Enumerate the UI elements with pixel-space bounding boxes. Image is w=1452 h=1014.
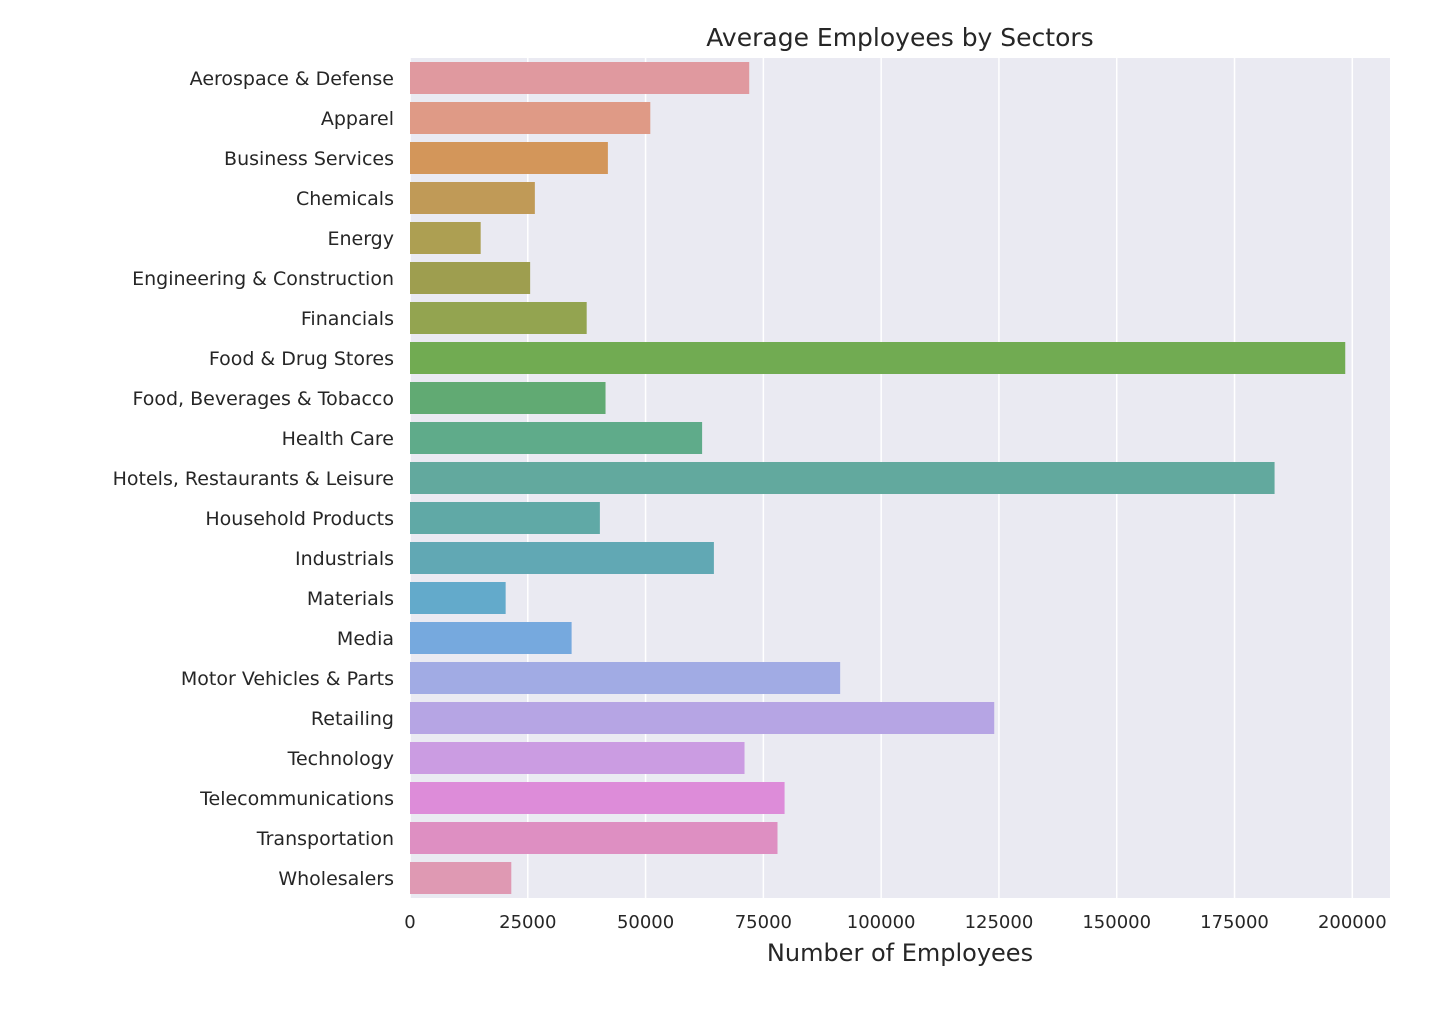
bar [410, 542, 714, 574]
category-label: Wholesalers [278, 868, 394, 890]
bar [410, 862, 512, 894]
bar [410, 422, 703, 454]
category-label: Transportation [256, 828, 394, 850]
category-label: Health Care [282, 428, 394, 450]
category-label: Telecommunications [199, 788, 394, 810]
x-tick-labels: 0 25000 50000 75000 100000 125000 150000 175000… [404, 912, 1386, 933]
bar [410, 142, 608, 174]
category-label: Food & Drug Stores [209, 348, 394, 370]
x-axis-label: Number of Employees [767, 939, 1033, 967]
category-label: Retailing [311, 708, 394, 730]
x-tick-label: 100000 [847, 912, 916, 933]
x-tick-label: 125000 [965, 912, 1034, 933]
bar [410, 262, 531, 294]
bar [410, 822, 778, 854]
category-label: Hotels, Restaurants & Leisure [113, 468, 394, 490]
category-label: Industrials [295, 548, 394, 570]
bar [410, 462, 1275, 494]
category-label: Energy [327, 228, 394, 250]
bar [410, 62, 750, 94]
x-tick-label: 25000 [499, 912, 556, 933]
category-label: Food, Beverages & Tobacco [132, 388, 394, 410]
category-label: Business Services [224, 148, 394, 170]
bar [410, 222, 481, 254]
category-label: Financials [301, 308, 394, 330]
x-tick-label: 175000 [1200, 912, 1269, 933]
bar [410, 662, 841, 694]
category-label: Technology [287, 748, 394, 770]
x-tick-label: 50000 [617, 912, 674, 933]
bar [410, 702, 995, 734]
x-tick-label: 150000 [1082, 912, 1151, 933]
bar [410, 302, 587, 334]
bar [410, 382, 606, 414]
category-label: Aerospace & Defense [190, 68, 394, 90]
category-label: Apparel [321, 108, 394, 130]
chart-title: Average Employees by Sectors [706, 23, 1093, 52]
x-tick-label: 75000 [735, 912, 792, 933]
bar [410, 782, 785, 814]
category-label: Motor Vehicles & Parts [181, 668, 394, 690]
bar [410, 342, 1346, 374]
category-label: Chemicals [296, 188, 394, 210]
x-tick-label: 0 [404, 912, 415, 933]
bar [410, 622, 572, 654]
bar [410, 182, 535, 214]
bar [410, 742, 745, 774]
category-label: Media [337, 628, 394, 650]
bar [410, 102, 651, 134]
x-tick-label: 200000 [1318, 912, 1387, 933]
bar [410, 502, 600, 534]
category-label: Household Products [205, 508, 394, 530]
bar [410, 582, 506, 614]
category-label: Materials [307, 588, 394, 610]
category-labels: Aerospace & Defense Apparel Business Servi… [113, 68, 394, 890]
bars [410, 62, 1346, 894]
category-label: Engineering & Construction [132, 268, 394, 290]
